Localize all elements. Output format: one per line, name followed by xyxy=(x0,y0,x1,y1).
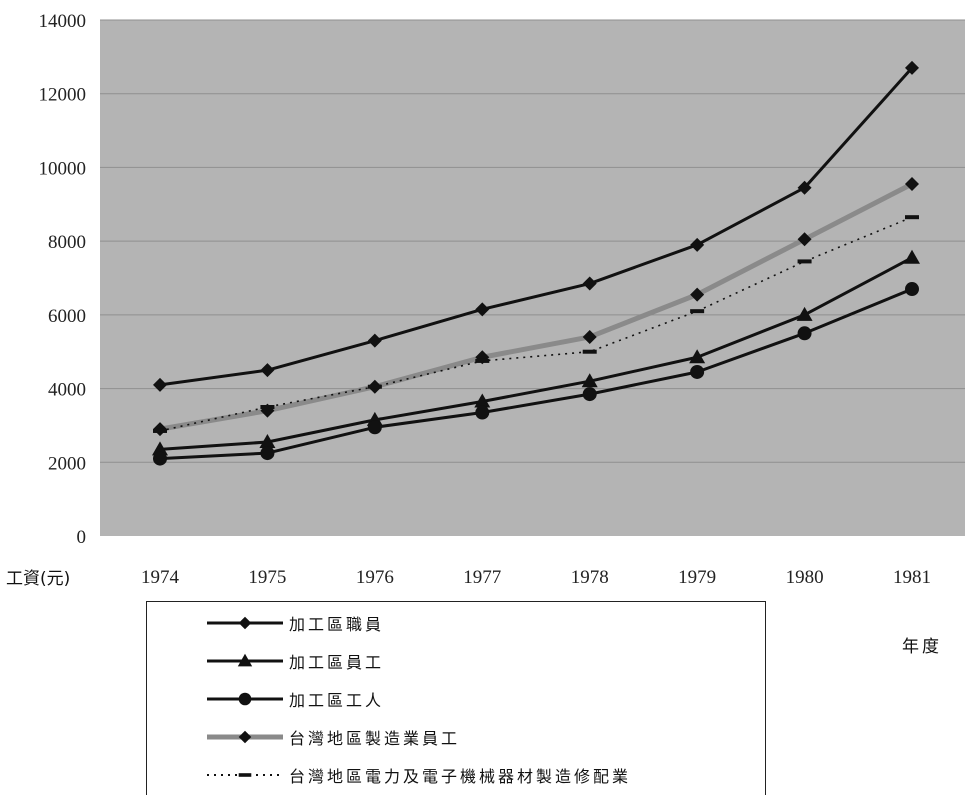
y-tick-label: 12000 xyxy=(39,85,87,106)
x-tick-label: 1978 xyxy=(571,567,609,588)
data-point xyxy=(904,249,920,264)
series-line xyxy=(159,216,913,432)
data-point xyxy=(689,349,706,364)
data-point xyxy=(582,349,597,354)
series-5 xyxy=(153,215,919,433)
data-point xyxy=(474,393,491,408)
y-tick-label: 2000 xyxy=(48,453,86,474)
legend-label: 加工區職員 xyxy=(289,615,385,634)
data-point xyxy=(796,306,813,321)
legend-label: 加工區員工 xyxy=(289,653,385,672)
legend-label: 台灣地區電力及電子機械器材製造修配業 xyxy=(289,767,632,786)
legend-item: 台灣地區製造業員工 xyxy=(205,722,460,752)
data-point xyxy=(905,215,919,220)
data-point xyxy=(367,384,382,389)
data-point xyxy=(475,302,490,317)
legend-label: 加工區工人 xyxy=(289,691,385,710)
y-tick-label: 10000 xyxy=(39,158,87,179)
data-point xyxy=(797,232,812,247)
data-point xyxy=(260,363,275,378)
gridlines xyxy=(100,19,965,463)
data-point xyxy=(690,364,705,379)
data-point xyxy=(905,282,919,297)
legend-swatch xyxy=(207,692,283,706)
x-tick-label: 1981 xyxy=(893,567,931,588)
x-tick-label: 1976 xyxy=(356,567,394,588)
data-point xyxy=(582,276,597,291)
data-point xyxy=(153,451,167,466)
series-line xyxy=(159,66,914,387)
data-point xyxy=(690,237,705,252)
data-point xyxy=(153,377,167,392)
legend-swatch xyxy=(207,773,283,777)
data-point xyxy=(581,373,598,388)
legend-item: 加工區員工 xyxy=(205,646,384,676)
x-axis-label: 年度 xyxy=(902,637,942,657)
data-point xyxy=(797,180,812,195)
data-point xyxy=(367,333,382,348)
y-axis-label: 工資(元) xyxy=(6,569,70,589)
data-point xyxy=(905,177,919,192)
data-point xyxy=(797,326,812,341)
x-axis: 1974 1975 1976 1977 1978 1979 1980 1981 xyxy=(141,567,931,588)
y-tick-label: 4000 xyxy=(48,380,86,401)
data-point xyxy=(582,387,597,402)
y-tick-label: 8000 xyxy=(48,232,86,253)
data-point xyxy=(475,358,490,363)
series-1 xyxy=(153,60,919,392)
data-point xyxy=(152,441,168,456)
legend: 加工區職員加工區員工加工區工人台灣地區製造業員工台灣地區電力及電子機械器材製造修… xyxy=(146,601,766,795)
x-tick-label: 1974 xyxy=(141,567,180,588)
legend-item: 台灣地區電力及電子機械器材製造修配業 xyxy=(205,760,631,790)
series-line xyxy=(159,256,913,451)
y-tick-label: 6000 xyxy=(48,306,86,327)
series-line xyxy=(159,181,914,432)
x-tick-label: 1977 xyxy=(463,567,501,588)
series-line xyxy=(159,287,913,461)
data-point xyxy=(153,428,167,433)
series-layer xyxy=(152,60,920,466)
data-point xyxy=(260,405,275,409)
data-point xyxy=(367,420,382,435)
data-point xyxy=(690,287,705,302)
x-tick-label: 1980 xyxy=(786,567,824,588)
x-tick-label: 1975 xyxy=(248,567,286,588)
data-point xyxy=(260,446,275,461)
y-tick-label: 14000 xyxy=(39,11,87,32)
plot-area xyxy=(100,20,965,536)
legend-swatch xyxy=(207,653,283,667)
legend-label: 台灣地區製造業員工 xyxy=(289,729,461,748)
data-point xyxy=(582,329,597,344)
legend-swatch xyxy=(207,730,283,744)
legend-item: 加工區職員 xyxy=(205,608,384,638)
data-point xyxy=(690,309,705,314)
y-tick-label: 0 xyxy=(77,527,87,548)
data-point xyxy=(797,259,812,264)
x-tick-label: 1979 xyxy=(678,567,716,588)
legend-item: 加工區工人 xyxy=(205,684,384,714)
data-point xyxy=(905,60,919,75)
series-3 xyxy=(153,282,919,466)
data-point xyxy=(259,434,276,449)
legend-swatch xyxy=(207,616,283,630)
data-point xyxy=(475,405,490,420)
y-axis: 0 2000 4000 6000 8000 10000 12000 14000 xyxy=(39,11,87,548)
